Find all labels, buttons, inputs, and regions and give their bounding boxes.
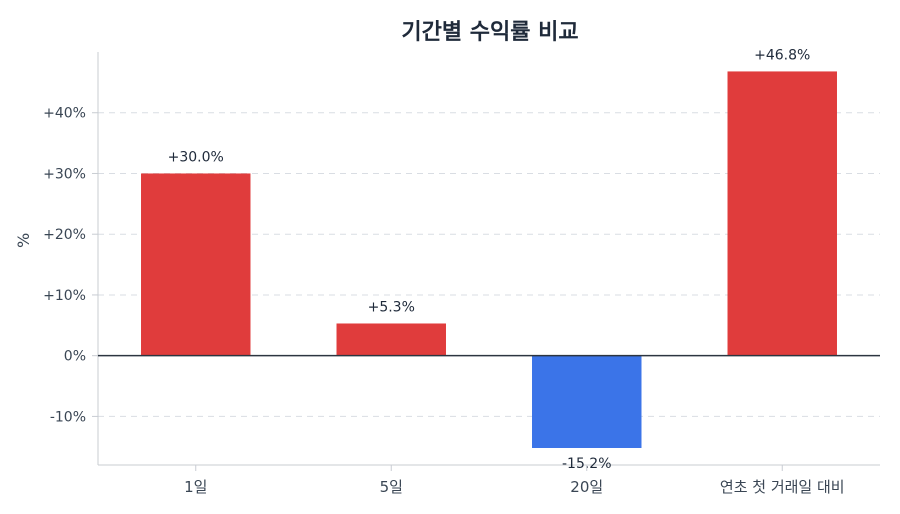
x-tick-label: 20일 [570, 478, 603, 496]
x-tick-label: 연초 첫 거래일 대비 [720, 478, 845, 496]
data-label: +30.0% [168, 149, 224, 165]
y-tick-label: 0% [64, 349, 86, 365]
y-tick-label: -10% [50, 409, 86, 425]
chart-title: 기간별 수익률 비교 [401, 20, 579, 45]
data-label: -15.2% [562, 456, 612, 472]
y-tick-label: +20% [43, 227, 86, 243]
bar [727, 71, 837, 356]
y-tick-label: +10% [43, 288, 86, 304]
bar [336, 323, 446, 356]
bar [532, 355, 642, 448]
data-label: +46.8% [754, 47, 810, 63]
data-label: +5.3% [368, 299, 415, 315]
bar [141, 173, 251, 356]
x-tick-label: 1일 [184, 478, 207, 496]
y-tick-label: +40% [43, 106, 86, 122]
y-tick-label: +30% [43, 166, 86, 182]
x-tick-label: 5일 [380, 478, 403, 496]
